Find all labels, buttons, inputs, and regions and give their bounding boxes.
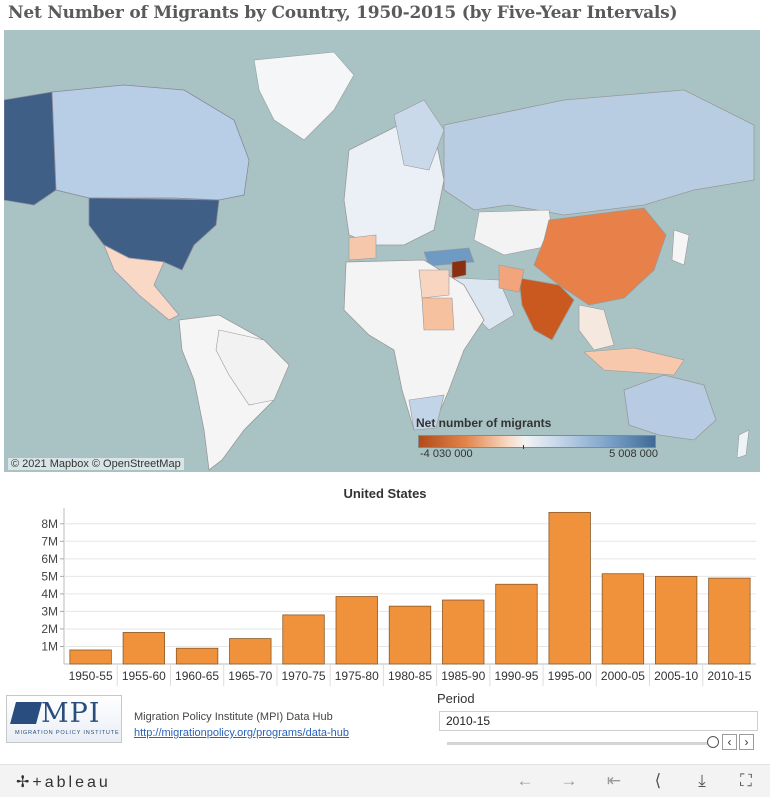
map-central-asia [473, 209, 555, 256]
map-spain [348, 234, 377, 261]
bar-1990-95[interactable] [495, 583, 538, 665]
map-canada [51, 84, 250, 201]
y-tick-label: 2M [41, 622, 58, 636]
bar-1970-75[interactable] [282, 614, 325, 665]
mpi-logo-text: MPI [41, 698, 101, 729]
map-land-shapes [4, 51, 755, 471]
bar-1995-00[interactable] [548, 511, 591, 665]
map-sudan [421, 297, 455, 331]
legend-labels: -4 030 000 5 008 000 [420, 448, 658, 460]
map-japan [671, 229, 690, 266]
map-south-africa [408, 394, 445, 431]
bar-1955-60[interactable] [122, 632, 166, 665]
map-greenland [253, 51, 355, 141]
revert-icon[interactable]: ⇤ [606, 771, 622, 790]
map-australia [623, 374, 717, 441]
bar-chart[interactable]: 1M 2M 3M 4M 5M 6M 7M 8M 1950-55 1955-60 1960-65 196… [4, 508, 760, 686]
bar-1980-85[interactable] [388, 605, 432, 665]
bar-1965-70[interactable] [229, 638, 272, 665]
map-scandinavia [393, 99, 445, 171]
map-mexico [103, 244, 180, 321]
legend-min-label: -4 030 000 [420, 448, 473, 460]
redo-icon[interactable]: → [560, 771, 578, 790]
download-icon[interactable]: ⤓ [698, 771, 706, 790]
period-slider-thumb[interactable] [707, 736, 719, 748]
map-russia [443, 89, 755, 216]
tableau-logo[interactable]: ✢+ableau [16, 774, 111, 791]
period-dropdown[interactable]: 2010-15 [439, 711, 758, 731]
x-tick-label: 1960-65 [175, 669, 219, 683]
map-usa [88, 197, 220, 271]
source-link[interactable]: http://migrationpolicy.org/programs/data… [134, 727, 350, 739]
fullscreen-icon[interactable]: ⛶ [740, 771, 752, 790]
map-indonesia [583, 347, 685, 376]
bar-2010-15[interactable] [708, 577, 751, 665]
map-china [533, 207, 667, 306]
y-tick-label: 5M [41, 569, 58, 583]
legend-zero-tick [523, 445, 524, 449]
x-tick-label: 1985-90 [441, 669, 485, 683]
x-tick-label: 1950-55 [69, 669, 113, 683]
map-turkey [423, 247, 475, 267]
bar-1960-65[interactable] [175, 647, 219, 665]
x-tick-label: 1965-70 [228, 669, 272, 683]
map-attribution[interactable]: © 2021 Mapbox © OpenStreetMap [8, 458, 184, 470]
legend-color-ramp [418, 435, 656, 449]
undo-icon[interactable]: ← [516, 771, 534, 790]
map-pakistan [498, 264, 525, 293]
period-prev-button[interactable]: ‹ [722, 734, 737, 750]
x-tick-label: 1975-80 [335, 669, 379, 683]
map-brazil [215, 329, 290, 406]
bar-1950-55[interactable] [69, 649, 112, 665]
y-tick-label: 7M [41, 534, 58, 548]
page-title: Net Number of Migrants by Country, 1950-… [8, 3, 678, 23]
y-tick-label: 1M [41, 639, 58, 653]
choropleth-map[interactable]: © 2021 Mapbox © OpenStreetMap [4, 30, 760, 472]
y-tick-label: 3M [41, 604, 58, 618]
source-line: Migration Policy Institute (MPI) Data Hu… [134, 711, 333, 723]
bar-1985-90[interactable] [442, 599, 485, 665]
x-tick-label: 2005-10 [654, 669, 698, 683]
chart-title: United States [343, 486, 427, 501]
mpi-logo-subtitle: MIGRATION POLICY INSTITUTE [15, 730, 120, 736]
period-label: Period [437, 691, 475, 706]
map-syria [451, 259, 467, 279]
tableau-toolbar: ✢+ableau ← → ⇤ ⟨ ⤓ ⛶ [0, 764, 770, 797]
mpi-logo-mark [10, 702, 42, 724]
y-tick-label: 4M [41, 587, 58, 601]
x-tick-label: 1980-85 [388, 669, 432, 683]
map-egypt [418, 269, 450, 299]
map-alaska [4, 91, 57, 206]
share-icon[interactable]: ⟨ [654, 771, 662, 790]
x-tick-label: 1970-75 [282, 669, 326, 683]
x-tick-label: 1995-00 [548, 669, 592, 683]
bar-1975-80[interactable] [335, 596, 378, 665]
map-india [518, 277, 575, 341]
x-tick-label: 1990-95 [494, 669, 538, 683]
legend-title: Net number of migrants [416, 416, 552, 430]
legend-max-label: 5 008 000 [609, 448, 658, 460]
mpi-logo[interactable]: MPI MIGRATION POLICY INSTITUTE [6, 695, 122, 743]
period-slider-track[interactable] [447, 742, 715, 745]
map-new-zealand [736, 429, 750, 459]
y-tick-label: 8M [41, 517, 58, 531]
bar-2005-10[interactable] [654, 575, 698, 665]
bar-2000-05[interactable] [601, 573, 645, 665]
x-tick-label: 1955-60 [122, 669, 166, 683]
x-tick-label: 2010-15 [707, 669, 751, 683]
x-tick-label: 2000-05 [601, 669, 645, 683]
period-next-button[interactable]: › [739, 734, 754, 750]
map-southeast-asia [578, 304, 615, 351]
y-tick-label: 6M [41, 552, 58, 566]
map-legend: Net number of migrants -4 030 000 5 008 … [410, 416, 660, 468]
